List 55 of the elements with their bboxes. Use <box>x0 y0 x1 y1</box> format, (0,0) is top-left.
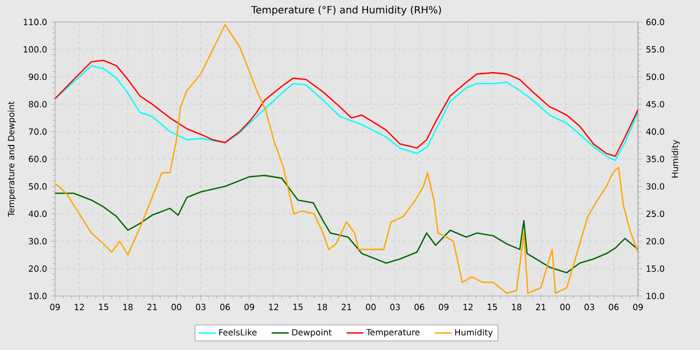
legend-label: Temperature <box>366 329 420 338</box>
y2-tick-label: 40.0 <box>646 128 664 135</box>
x-tick-label: 12 <box>463 304 473 310</box>
legend-label: Dewpoint <box>292 328 332 338</box>
x-tick-label: 00 <box>172 304 182 310</box>
x-tick-label: 15 <box>99 304 108 310</box>
y2-tick-label: 35.0 <box>646 156 664 162</box>
legend-label: Humidity <box>455 328 493 338</box>
x-tick-label: 03 <box>196 304 206 310</box>
x-tick-label: 15 <box>293 304 303 310</box>
chart-title: Temperature (°F) and Humidity (RH%) <box>251 6 441 16</box>
y-tick-label: 40.0 <box>28 210 47 218</box>
y-tick-label: 20.0 <box>28 265 47 272</box>
x-tick-label: 21 <box>147 304 157 310</box>
x-tick-label: 06 <box>608 304 619 310</box>
x-tick-label: 18 <box>512 304 522 310</box>
y2-tick-label: 10.0 <box>646 292 664 300</box>
y-tick-label: 100.0 <box>24 46 47 53</box>
x-tick-label: 18 <box>318 304 328 310</box>
x-tick-label: 00 <box>366 304 376 310</box>
y-tick-label: 110.0 <box>24 18 47 26</box>
y-tick-label: 30.0 <box>28 238 47 244</box>
y-axis-title: Temperature and Dewpoint <box>8 101 16 217</box>
x-tick-label: 00 <box>560 304 570 310</box>
x-tick-label: 09 <box>244 304 254 310</box>
y2-tick-label: 50.0 <box>646 74 664 80</box>
x-tick-label: 09 <box>633 304 643 310</box>
y-tick-label: 80.0 <box>28 100 47 108</box>
y2-axis-title: Humidity <box>672 140 680 178</box>
x-tick-label: 12 <box>269 304 278 310</box>
y2-tick-label: 15.0 <box>646 265 664 272</box>
x-tick-label: 09 <box>438 304 448 310</box>
x-tick-label: 06 <box>220 304 230 310</box>
y-tick-label: 60.0 <box>28 156 47 162</box>
y2-tick-label: 25.0 <box>646 210 664 218</box>
x-tick-label: 15 <box>488 304 497 310</box>
y-tick-label: 90.0 <box>28 74 47 80</box>
y-tick-label: 50.0 <box>28 183 47 190</box>
legend-label: FeelsLike <box>219 328 257 336</box>
x-tick-label: 18 <box>123 304 133 310</box>
y2-tick-label: 55.0 <box>646 46 664 53</box>
y2-tick-label: 30.0 <box>646 183 664 190</box>
y2-tick-label: 60.0 <box>646 18 664 26</box>
x-tick-label: 03 <box>390 304 400 310</box>
x-tick-label: 09 <box>50 304 60 310</box>
line-series <box>55 174 638 274</box>
x-tick-label: 06 <box>414 304 424 310</box>
x-tick-label: 21 <box>536 304 546 310</box>
x-tick-label: 03 <box>584 304 594 310</box>
x-tick-label: 12 <box>74 304 84 310</box>
y2-tick-label: 45.0 <box>646 100 664 108</box>
y-tick-label: 10.0 <box>29 292 47 300</box>
x-tick-label: 21 <box>342 304 352 310</box>
y-tick-label: 70.0 <box>28 128 47 135</box>
y2-tick-label: 20.0 <box>646 238 664 244</box>
